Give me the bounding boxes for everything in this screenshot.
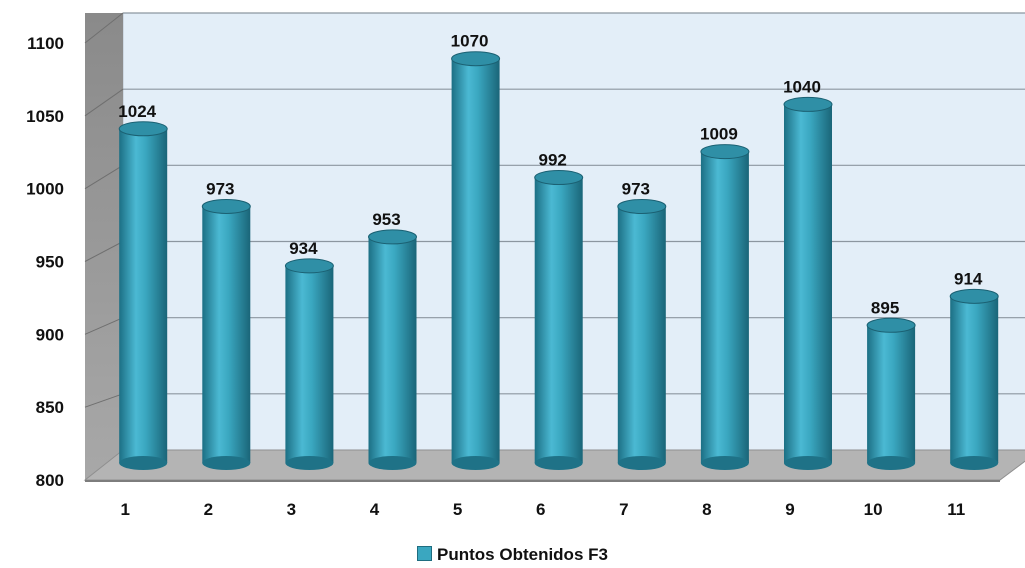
x-tick-label: 5 [453,500,462,519]
chart-marks: 1024 1 973 2 934 3 953 4 1070 5 992 6 973 7 1009 8 1040 9… [118,32,999,519]
x-tick-label: 6 [536,500,545,519]
data-label: 973 [622,179,650,198]
bar-body [617,206,666,464]
bar-base [784,456,832,470]
bar-top [368,229,417,245]
data-label: 934 [289,239,318,258]
bar-body [534,177,583,463]
side-gridline [84,12,124,44]
bar [284,258,334,470]
bar-body [202,206,251,464]
y-tick-label: 800 [36,471,64,490]
bar-base [950,456,999,470]
legend-swatch [417,546,433,561]
legend-label: Puntos Obtenidos F3 [437,545,608,564]
bar-top [700,144,750,160]
bar-body [867,325,916,463]
bar-body [950,296,999,463]
side-gridline [84,164,124,190]
side-gridline [84,317,124,335]
bar-top [284,258,334,274]
data-label: 1024 [118,102,156,121]
bar [866,317,916,470]
x-tick-label: 2 [204,500,213,519]
x-tick-label: 1 [120,500,129,519]
bar-base [700,456,749,470]
bar-base [451,456,500,470]
bar-base [617,456,666,470]
y-tick-label: 1050 [26,107,64,126]
bar [368,229,417,470]
bar-body [285,265,334,463]
side-gridline [84,241,124,262]
bar-body [368,236,417,463]
y-tick-label: 1000 [26,180,64,199]
x-tick-label: 4 [370,500,380,519]
bar-top [783,96,833,112]
side-gridline [84,393,124,408]
legend: Puntos Obtenidos F3 [0,545,1025,565]
data-label: 992 [539,151,567,170]
bar-top [118,121,168,137]
y-tick-label: 1100 [27,34,64,53]
x-tick-label: 7 [619,500,628,519]
bar-body [119,128,168,464]
bar-top [451,51,501,67]
bar [451,51,501,470]
bar-top [949,288,999,304]
y-tick-label: 850 [36,398,64,417]
bar-body [784,104,832,464]
bar-base [534,456,583,470]
data-label: 914 [954,269,983,288]
x-tick-label: 8 [702,500,711,519]
side-wall [85,13,123,480]
bar [783,96,833,470]
data-label: 895 [871,298,899,317]
x-tick-label: 11 [947,500,965,519]
data-label: 1009 [700,125,738,144]
x-tick-label: 9 [785,500,794,519]
bar [118,121,168,470]
data-label: 1040 [783,77,821,96]
side-gridline [84,88,124,117]
bar-base [368,456,417,470]
data-label: 953 [372,210,400,229]
bar-base [867,456,916,470]
bar [617,198,667,470]
bar-base [202,456,251,470]
x-tick-label: 10 [864,500,883,519]
bar [201,198,251,470]
data-label: 973 [206,179,234,198]
bar [949,288,999,470]
y-tick-label: 900 [36,325,64,344]
bar-top [866,317,916,333]
bar-body [451,58,500,463]
bar-top [617,198,667,214]
data-label: 1070 [451,32,489,51]
bar-top [201,198,251,214]
bar-base [119,456,168,470]
bar-base [285,456,334,470]
y-tick-label: 950 [36,253,64,272]
x-tick-label: 3 [287,500,296,519]
bar-top [534,170,584,186]
bar [700,144,750,470]
bar [534,170,584,470]
bar-body [700,151,749,463]
